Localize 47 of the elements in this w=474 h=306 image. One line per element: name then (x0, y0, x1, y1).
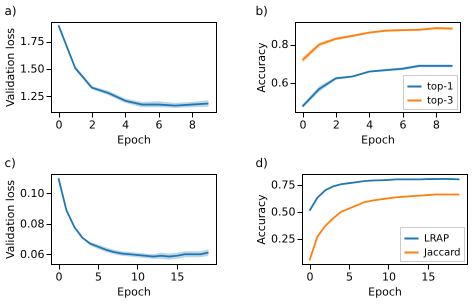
x-tick-label: 6 (400, 118, 406, 132)
x-tick-label: 15 (170, 270, 184, 284)
line-series (308, 194, 460, 262)
x-axis-title: Epoch (361, 134, 395, 146)
y-axis-title: Accuracy (255, 194, 268, 245)
y-tick-label: 0.75 (271, 178, 296, 192)
y-tick-label: 0.50 (271, 205, 296, 218)
y-tick-label: 0.08 (20, 217, 44, 230)
y-tick-label: 0.06 (20, 248, 44, 261)
chart-title: b) (256, 4, 268, 18)
x-axis-title: Epoch (117, 134, 151, 146)
y-tick-label: 0.25 (271, 232, 296, 246)
y-tick-label: 0.8 (271, 38, 288, 52)
x-tick-label: 2 (332, 118, 340, 132)
chart-title: a) (4, 4, 17, 18)
x-tick-label: 4 (366, 118, 374, 132)
x-tick-label: 8 (188, 118, 196, 132)
x-axis-title: Epoch (368, 286, 402, 298)
chart-title: c) (4, 156, 16, 170)
y-tick-label: 1.50 (20, 62, 44, 76)
x-axis-title: Epoch (117, 286, 151, 298)
x-tick-label: 5 (94, 270, 102, 284)
y-tick-label: 0.10 (20, 186, 44, 200)
y-axis-title: Validation loss (4, 180, 18, 260)
x-tick-label: 2 (88, 118, 96, 132)
x-tick-label: 0 (300, 118, 306, 132)
y-axis-title: Validation loss (4, 28, 18, 108)
legend-label: LRAP (424, 234, 449, 244)
line-series (308, 178, 460, 212)
y-tick-label: 1.75 (20, 35, 44, 48)
x-tick-label: 6 (156, 118, 162, 132)
x-tick-label: 15 (421, 270, 436, 284)
x-tick-label: 10 (130, 270, 145, 284)
y-tick-label: 1.25 (20, 90, 44, 103)
x-tick-label: 8 (432, 118, 440, 132)
x-tick-label: 10 (382, 270, 396, 284)
x-tick-label: 0 (306, 270, 314, 284)
y-tick-label: 0.6 (271, 76, 288, 90)
chart-title: d) (256, 156, 268, 170)
x-tick-label: 4 (122, 118, 130, 132)
y-axis-title: Accuracy (255, 42, 268, 93)
x-tick-label: 5 (346, 270, 353, 284)
legend-label: top-3 (427, 96, 454, 106)
x-tick-label: 0 (56, 270, 62, 284)
legend-label: top-1 (427, 82, 454, 92)
x-tick-label: 0 (56, 118, 62, 132)
legend-label: Jaccard (423, 248, 460, 258)
